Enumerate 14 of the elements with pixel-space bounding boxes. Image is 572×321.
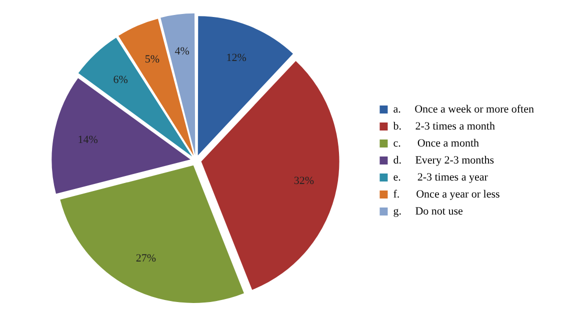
legend-label: g. Do not use <box>393 205 463 218</box>
legend-label: c. Once a month <box>393 137 480 150</box>
legend-label: a. Once a week or more often <box>393 103 534 116</box>
legend-label: d. Every 2-3 months <box>393 154 494 166</box>
data-label: 4% <box>174 45 190 58</box>
data-label: 14% <box>78 134 98 146</box>
legend-label: f. Once a year or less <box>393 188 500 200</box>
data-label: 32% <box>294 175 314 188</box>
legend-label: e. 2-3 times a year <box>393 171 488 184</box>
data-label: 27% <box>136 252 156 264</box>
data-label: 6% <box>113 74 128 86</box>
data-label: 12% <box>226 52 246 64</box>
legend-label: b. 2-3 times a month <box>393 120 496 132</box>
data-label: 5% <box>144 53 160 66</box>
